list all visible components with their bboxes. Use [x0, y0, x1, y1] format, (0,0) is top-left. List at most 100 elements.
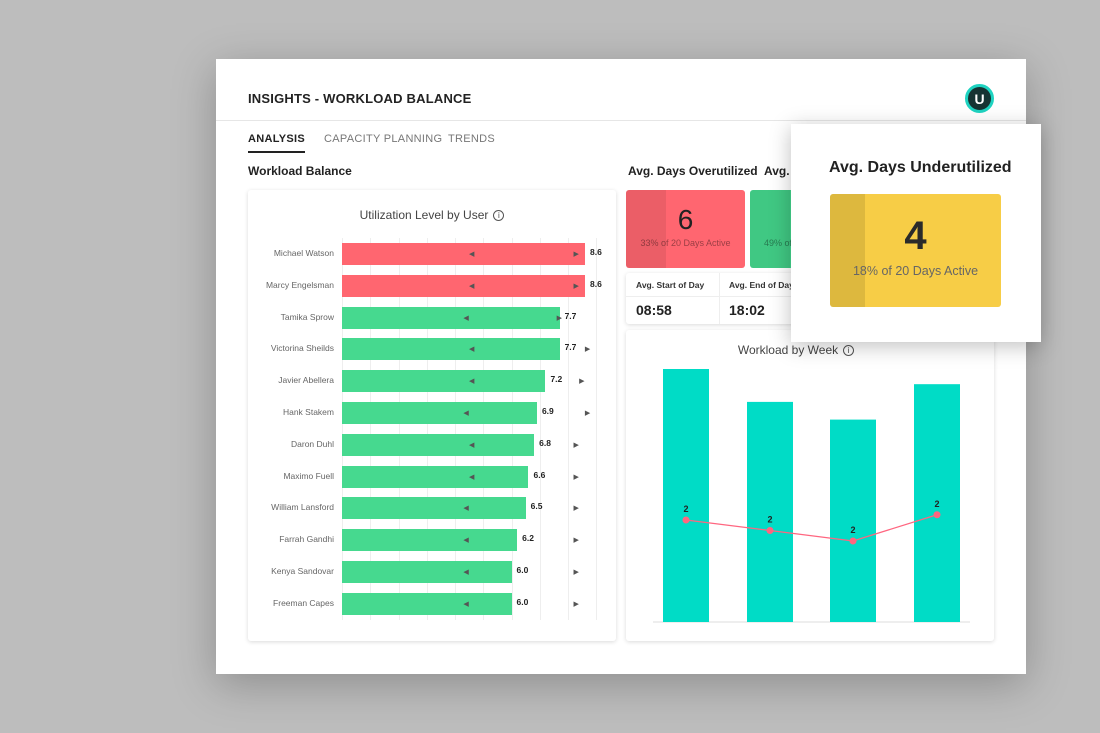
range-low-marker: ◀: [468, 282, 475, 290]
user-label: Daron Duhl: [291, 438, 334, 449]
bar-value-label: 6.0: [516, 596, 529, 607]
trend-point: [849, 537, 857, 545]
bar-value-label: 6.5: [530, 501, 543, 512]
range-high-marker: ▶: [584, 410, 591, 417]
user-label: Victorina Sheilds: [270, 343, 334, 354]
bar-value-label: 6.8: [539, 437, 551, 448]
trend-point-label: 2: [934, 499, 939, 509]
utilization-bar[interactable]: [342, 306, 560, 329]
range-low-marker: ◀: [463, 314, 469, 322]
user-label: Javier Abellera: [278, 375, 334, 386]
utilization-bar[interactable]: [342, 370, 546, 393]
range-high-marker: ▶: [579, 378, 585, 386]
range-low-marker: ◀: [468, 378, 475, 386]
range-high-marker: ▶: [573, 441, 579, 449]
user-label: Farrah Gandhi: [279, 534, 334, 545]
kpi-subtext: 18% of 20 Days Active: [852, 264, 979, 278]
user-label: Maximo Fuell: [283, 470, 334, 481]
avatar[interactable]: U: [965, 84, 994, 113]
range-high-marker: ▶: [573, 537, 579, 545]
trend-line: [685, 514, 938, 542]
start-of-day-label: Avg. Start of Day: [636, 280, 705, 290]
range-low-marker: ◀: [463, 600, 469, 608]
bar-value-label: 7.2: [550, 374, 563, 385]
utilization-bar[interactable]: [342, 433, 535, 456]
bar-value-label: 7.7: [564, 310, 577, 321]
range-low-marker: ◀: [463, 537, 469, 545]
range-high-marker: ▶: [573, 600, 579, 608]
week-bar: [914, 384, 960, 622]
week-bar: [747, 401, 793, 622]
trend-point-label: 2: [683, 504, 688, 514]
utilization-bar[interactable]: [342, 561, 512, 583]
gridline: [426, 238, 428, 620]
popover-title: Avg. Days Underutilized: [829, 159, 1012, 176]
kpi-subtext: 33% of 20 Days Active: [640, 238, 731, 248]
week-bar: [830, 419, 876, 622]
range-high-marker: ▶: [584, 346, 591, 354]
trend-point: [766, 527, 774, 534]
utilization-bar[interactable]: [342, 338, 560, 361]
section-title-balanced: Avg. B: [764, 164, 791, 178]
kpi-underutilized: 4 18% of 20 Days Active: [830, 194, 1001, 307]
section-title-workload-balance: Workload Balance: [248, 164, 352, 178]
kpi-shade: [750, 190, 790, 268]
gridline: [568, 238, 570, 620]
utilization-chart-title: Utilization Level by User i: [248, 208, 616, 222]
kpi-subtext: 49% of: [764, 238, 793, 248]
info-icon[interactable]: i: [843, 345, 855, 357]
range-high-marker: ▶: [573, 282, 579, 290]
gridline: [370, 238, 372, 620]
user-label: Marcy Engelsman: [265, 279, 334, 290]
underutilized-popover: Avg. Days Underutilized 4 18% of 20 Days…: [791, 124, 1041, 342]
workload-week-title: Workload by Week i: [626, 343, 966, 357]
kpi-value: 6: [677, 204, 694, 235]
gridline: [596, 238, 598, 620]
range-low-marker: ◀: [463, 569, 469, 576]
week-bar: [663, 369, 709, 622]
user-label: Hank Stakem: [282, 407, 334, 417]
kpi-shade: [626, 190, 666, 268]
chart-title-text: Utilization Level by User: [359, 208, 489, 222]
tab-trends[interactable]: TRENDS: [448, 133, 496, 145]
utilization-bar[interactable]: [342, 243, 585, 265]
gridline: [483, 238, 485, 620]
utilization-bar[interactable]: [342, 592, 512, 615]
bar-value-label: 6.6: [533, 469, 546, 480]
user-label: Michael Watson: [273, 248, 334, 258]
bar-value-label: 6.2: [522, 533, 534, 544]
range-low-marker: ◀: [463, 410, 469, 417]
end-of-day-label: Avg. End of Day: [729, 280, 794, 290]
range-high-marker: ▶: [556, 314, 562, 322]
trend-point-label: 2: [850, 525, 855, 535]
tab-capacity-planning[interactable]: CAPACITY PLANNING: [324, 133, 443, 145]
utilization-bar[interactable]: [342, 497, 526, 520]
tab-analysis[interactable]: ANALYSIS: [248, 133, 306, 153]
end-of-day-value: 18:02: [729, 302, 765, 318]
bar-value-label: 6.9: [541, 406, 554, 416]
divider: [216, 120, 1026, 121]
range-low-marker: ◀: [463, 505, 469, 513]
utilization-bar[interactable]: [342, 402, 537, 424]
trend-point: [682, 516, 690, 524]
divider: [719, 273, 720, 324]
utilization-bar[interactable]: [342, 529, 518, 552]
kpi-overutilized: 6 33% of 20 Days Active: [626, 190, 745, 268]
user-label: William Lansford: [271, 502, 334, 513]
utilization-bar[interactable]: [342, 465, 529, 488]
section-title-overutilized: Avg. Days Overutilized: [628, 164, 758, 178]
trend-point-label: 2: [767, 515, 772, 525]
bar-value-label: 6.0: [516, 565, 529, 575]
range-low-marker: ◀: [468, 346, 475, 354]
bar-value-label: 8.6: [590, 278, 602, 289]
gridline: [539, 238, 541, 620]
chart-title-text: Workload by Week: [737, 343, 839, 357]
range-high-marker: ▶: [573, 505, 579, 513]
kpi-shade: [830, 194, 865, 307]
utilization-bar[interactable]: [342, 274, 585, 297]
info-icon[interactable]: i: [493, 210, 505, 222]
range-high-marker: ▶: [573, 251, 579, 258]
bar-value-label: 7.7: [564, 342, 577, 353]
range-low-marker: ◀: [468, 251, 475, 258]
